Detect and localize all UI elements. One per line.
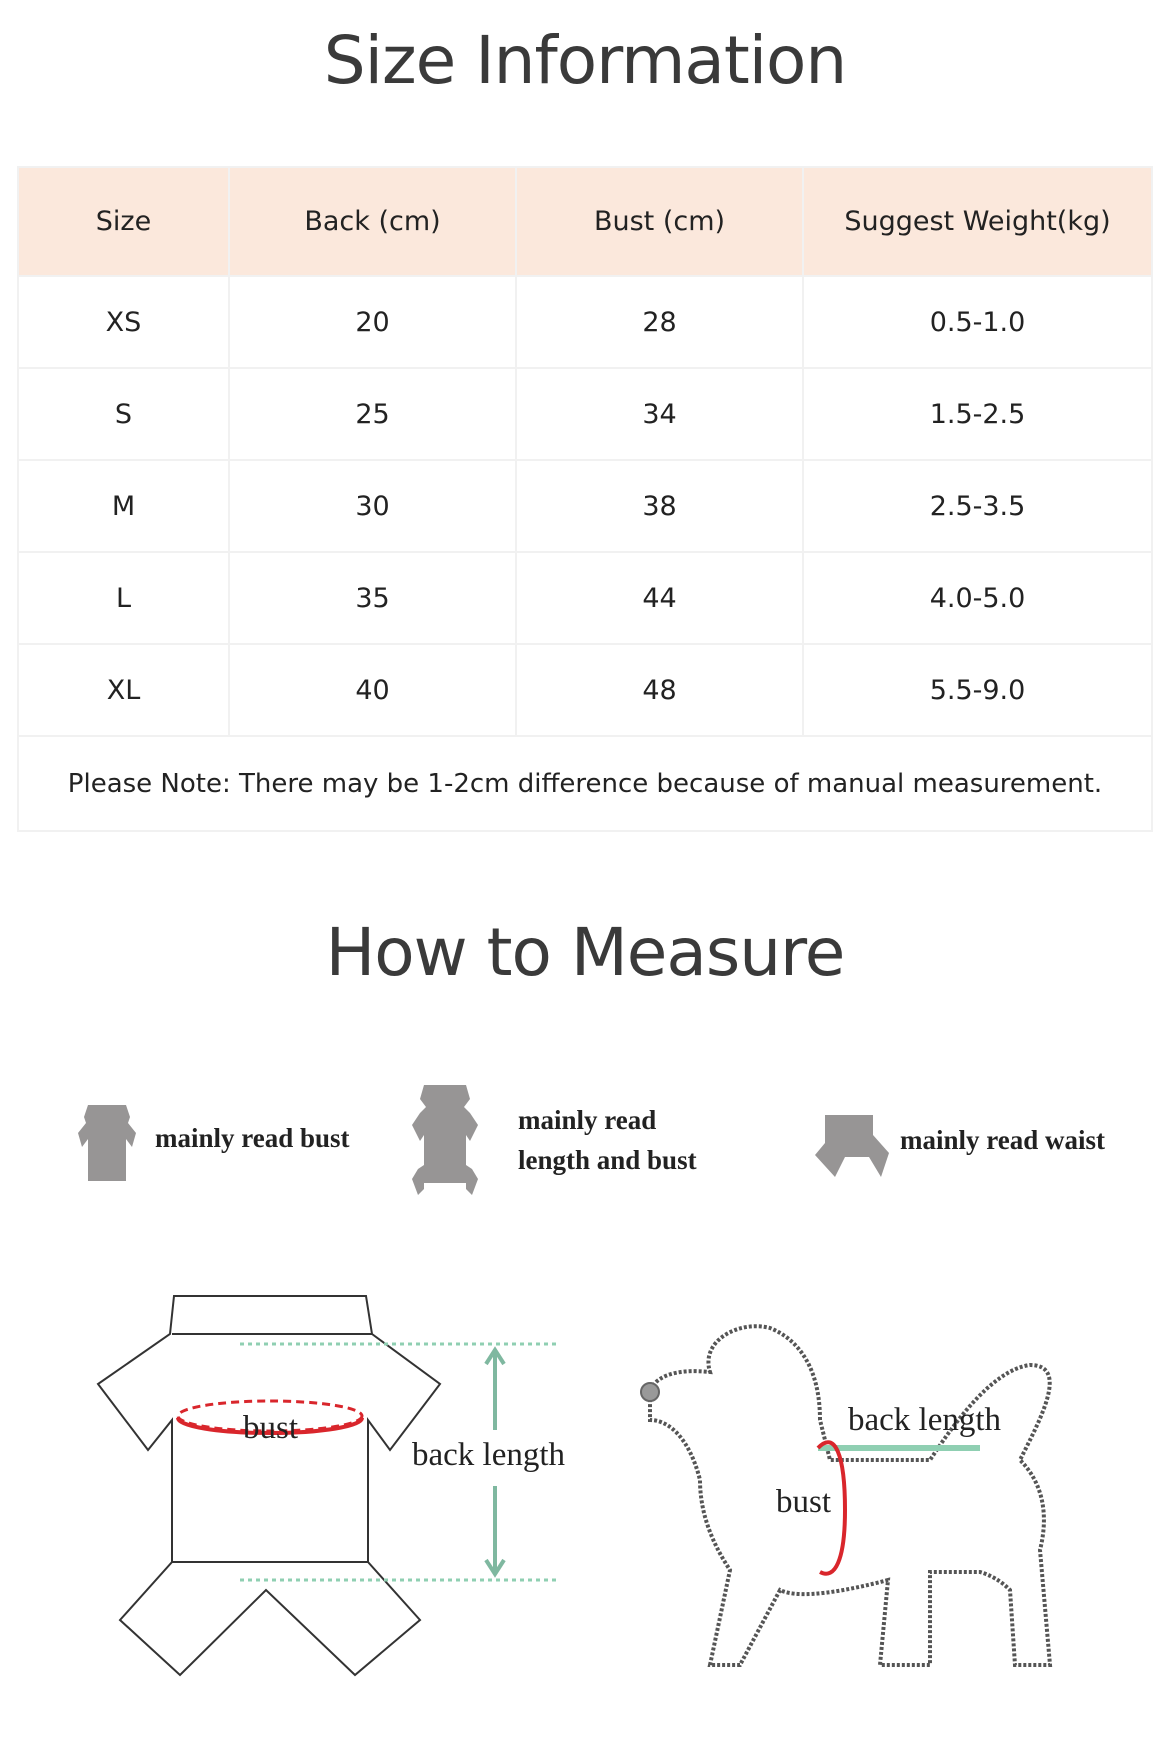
size-information-title: Size Information — [323, 22, 848, 99]
garment-back-length-label: back length — [412, 1437, 566, 1473]
short-shirt-icon — [78, 1105, 136, 1181]
dog-diagram — [640, 1324, 1053, 1667]
table-row: XS 20 28 0.5-1.0 — [17, 275, 1153, 369]
cell-bust: 28 — [515, 275, 804, 369]
how-to-measure-title: How to Measure — [325, 914, 846, 991]
full-jumpsuit-icon — [412, 1085, 478, 1195]
dog-back-length-label: back length — [848, 1402, 1002, 1438]
legend-label-bust: mainly read bust — [155, 1123, 350, 1153]
cell-size: XL — [17, 643, 230, 737]
dog-bust-loop — [816, 1440, 848, 1576]
garment-outline — [96, 1295, 442, 1677]
back-length-arrow — [484, 1346, 506, 1578]
dog-outline — [648, 1324, 1053, 1667]
legend-label-line2: length and bust — [518, 1145, 697, 1175]
table-row: XL 40 48 5.5-9.0 — [17, 643, 1153, 737]
cell-weight: 2.5-3.5 — [802, 459, 1153, 553]
cell-back: 40 — [228, 643, 517, 737]
legend-label-length-bust: mainly read length and bust — [518, 1100, 697, 1180]
cell-weight: 5.5-9.0 — [802, 643, 1153, 737]
garment-diagram — [96, 1295, 560, 1677]
measurement-note: Please Note: There may be 1-2cm differen… — [17, 735, 1153, 832]
cell-weight: 4.0-5.0 — [802, 551, 1153, 645]
bust-ellipse-front — [176, 1417, 364, 1435]
header-size: Size — [17, 166, 230, 277]
table-row: S 25 34 1.5-2.5 — [17, 367, 1153, 461]
table-row: M 30 38 2.5-3.5 — [17, 459, 1153, 553]
cell-size: S — [17, 367, 230, 461]
table-row: L 35 44 4.0-5.0 — [17, 551, 1153, 645]
dog-bust-label: bust — [776, 1484, 832, 1520]
legend-label-waist: mainly read waist — [900, 1125, 1106, 1155]
header-bust: Bust (cm) — [515, 166, 804, 277]
cell-bust: 48 — [515, 643, 804, 737]
size-table: Size Back (cm) Bust (cm) Suggest Weight(… — [17, 166, 1153, 832]
header-back: Back (cm) — [228, 166, 517, 277]
cell-weight: 1.5-2.5 — [802, 367, 1153, 461]
cell-size: L — [17, 551, 230, 645]
cell-back: 25 — [228, 367, 517, 461]
header-weight: Suggest Weight(kg) — [802, 166, 1153, 277]
pants-icon — [815, 1115, 889, 1177]
cell-bust: 34 — [515, 367, 804, 461]
cell-back: 35 — [228, 551, 517, 645]
legend-label-line1: mainly read — [518, 1105, 657, 1135]
garment-bust-label: bust — [243, 1410, 299, 1446]
cell-weight: 0.5-1.0 — [802, 275, 1153, 369]
cell-bust: 44 — [515, 551, 804, 645]
cell-back: 30 — [228, 459, 517, 553]
cell-size: M — [17, 459, 230, 553]
dog-nose — [640, 1382, 660, 1402]
table-header-row: Size Back (cm) Bust (cm) Suggest Weight(… — [17, 166, 1153, 277]
note-row: Please Note: There may be 1-2cm differen… — [17, 735, 1153, 832]
cell-size: XS — [17, 275, 230, 369]
cell-back: 20 — [228, 275, 517, 369]
cell-bust: 38 — [515, 459, 804, 553]
